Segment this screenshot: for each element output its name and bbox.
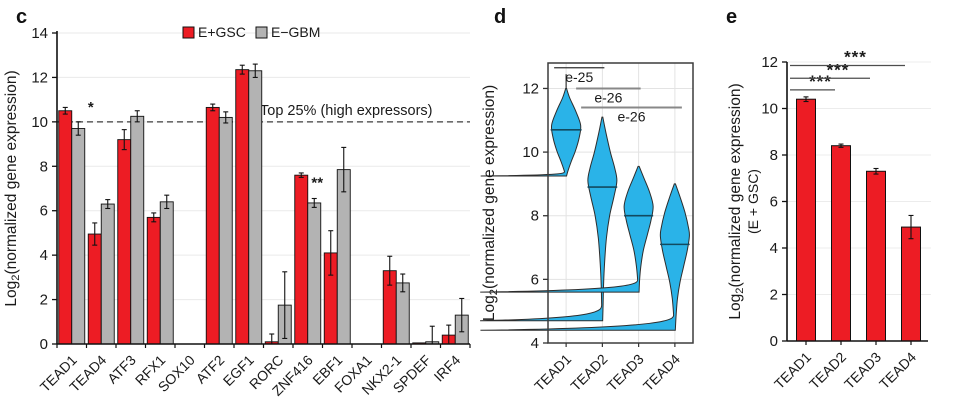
significance-stars: *** [809, 72, 832, 91]
x-tick-label-TEAD4: TEAD4 [876, 349, 919, 392]
legend-label: E−GBM [271, 24, 320, 40]
bar-TEAD1-E−GBM [71, 128, 86, 345]
bar-TEAD4-E+GSC [87, 233, 102, 345]
ylabel-subscript: 2 [488, 289, 500, 295]
legend-swatch [182, 26, 195, 39]
y-tick-label: 12 [522, 80, 539, 97]
bar-TEAD4-E−GBM [100, 203, 115, 345]
y-tick-label: 12 [31, 69, 48, 86]
y-axis-title: Log2(normalized gene expression) [481, 85, 500, 321]
significance-stars: *** [844, 47, 867, 66]
bar-EGF1-E+GSC [235, 69, 250, 345]
x-tick-label-TEAD1: TEAD1 [531, 351, 574, 394]
x-tick-label-TEAD3: TEAD3 [604, 351, 647, 394]
comparison-pvalue-label: e-26 [594, 89, 622, 105]
y-tick-label: 6 [40, 203, 48, 220]
y-tick-label: 10 [31, 114, 48, 131]
ylabel-prefix: Log [727, 294, 744, 320]
ylabel-prefix: Log [481, 295, 498, 321]
legend-label: E+GSC [198, 24, 246, 40]
panel-d-label: d [494, 6, 507, 28]
y-tick-label: 12 [761, 54, 778, 71]
ylabel-subscript: 2 [10, 275, 22, 281]
bar-ATF2-E−GBM [218, 116, 233, 345]
threshold-label: Top 25% (high expressors) [260, 103, 432, 119]
bar-ZNF416-E+GSC [294, 174, 309, 345]
ylabel-rest: (normalized gene expression) [3, 70, 20, 274]
bar-RFX1-E−GBM [159, 201, 174, 345]
bar-ATF3-E+GSC [117, 139, 132, 345]
bar-TEAD2 [831, 145, 851, 342]
y-tick-label: 6 [770, 194, 778, 211]
ylabel-subscript: 2 [734, 288, 746, 294]
bar-ZNF416-E−GBM [307, 202, 322, 345]
legend-swatch [255, 26, 268, 39]
y-tick-label: 2 [770, 287, 778, 304]
y-axis-title: Log2(normalized gene expression) [727, 83, 746, 319]
panel-d-violin-plot: 4681012TEAD1TEAD2TEAD3TEAD4e-25e-26e-26L… [480, 62, 694, 394]
y-tick-label: 8 [770, 147, 778, 164]
y-axis-title: Log2(normalized gene expression) [3, 70, 22, 306]
y-tick-label: 6 [531, 271, 539, 288]
bar-TEAD3 [866, 170, 886, 342]
y-tick-label: 0 [40, 336, 48, 353]
panel-e-bar-chart: 024681012TEAD1TEAD2TEAD3TEAD4*********Lo… [727, 47, 931, 392]
y-tick-label: 10 [522, 144, 539, 161]
ylabel-prefix: Log [3, 281, 20, 307]
violin-TEAD4 [480, 183, 690, 331]
y-tick-label: 4 [531, 335, 539, 352]
x-tick-label-TEAD1: TEAD1 [771, 349, 814, 392]
comparison-pvalue-label: e-26 [617, 109, 645, 125]
y-axis-title-line2: (E + GSC) [745, 169, 761, 234]
significance-*: * [88, 99, 94, 116]
y-tick-label: 8 [531, 208, 539, 225]
x-tick-label-TEAD3: TEAD3 [841, 349, 884, 392]
panel-e-label: e [726, 6, 738, 28]
y-tick-label: 4 [770, 240, 778, 257]
panel-c-grouped-bar-chart: Top 25% (high expressors)***02468101214T… [3, 24, 471, 399]
y-tick-label: 4 [40, 247, 48, 264]
bar-ATF3-E−GBM [130, 115, 145, 345]
violin-TEAD2 [480, 116, 618, 322]
y-tick-label: 10 [761, 101, 778, 118]
ylabel-rest: (normalized gene expression) [727, 83, 744, 287]
bar-TEAD1-E+GSC [58, 110, 73, 345]
comparison-pvalue-label: e-25 [565, 69, 593, 85]
significance-**: ** [311, 174, 323, 191]
violin-TEAD1 [480, 87, 582, 177]
bar-ATF2-E+GSC [205, 106, 220, 345]
bar-RFX1-E+GSC [146, 216, 161, 345]
bar-EBF1-E−GBM [336, 169, 351, 345]
y-tick-label: 14 [31, 25, 48, 42]
bar-TEAD1 [796, 98, 816, 342]
ylabel-rest: (normalized gene expression) [481, 85, 498, 289]
panel-c-label: c [16, 6, 28, 28]
y-tick-label: 2 [40, 292, 48, 309]
plot-frame [547, 62, 694, 344]
x-tick-label-TEAD2: TEAD2 [567, 351, 610, 394]
bar-EGF1-E−GBM [248, 70, 263, 345]
bar-TEAD4 [901, 226, 921, 342]
x-tick-label-TEAD2: TEAD2 [806, 349, 849, 392]
x-tick-label-TEAD4: TEAD4 [640, 351, 683, 394]
x-tick-label-ATF3: ATF3 [104, 352, 139, 387]
x-tick-label-IRF4: IRF4 [431, 352, 464, 385]
y-tick-label: 0 [770, 333, 778, 350]
violin-TEAD3 [480, 165, 654, 293]
y-tick-label: 8 [40, 158, 48, 175]
